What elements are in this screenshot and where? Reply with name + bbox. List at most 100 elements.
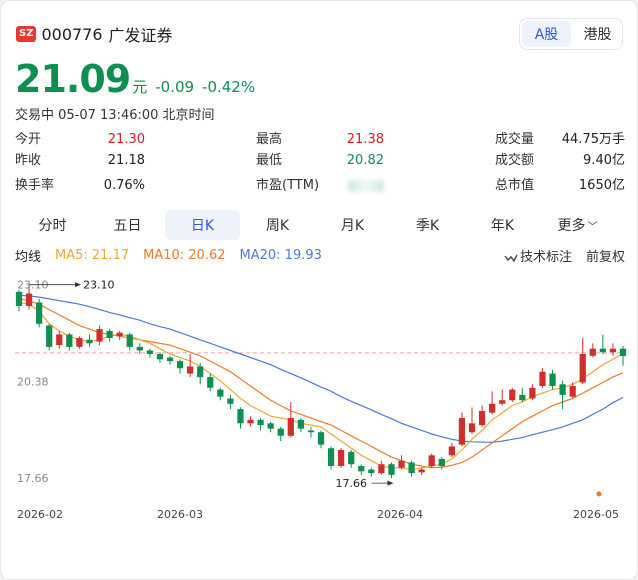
candle-body xyxy=(388,464,395,475)
candle-down xyxy=(327,446,335,470)
stat-label: 市盈(TTM) xyxy=(256,178,320,193)
candle-body xyxy=(76,338,83,347)
stock-header: SZ 000776 广发证券 xyxy=(16,23,173,45)
candle-body xyxy=(509,389,516,401)
exchange-badge: SZ xyxy=(16,26,37,42)
candle-down xyxy=(388,462,395,479)
y-tick-label: 20.38 xyxy=(17,375,49,388)
stat-pe: 市盈(TTM) xyxy=(256,176,384,196)
candlestick-chart[interactable]: 23.10 20.38 17.66 2026-02 2026-03 2026-04 2026… xyxy=(1,266,637,526)
adjust-toggle[interactable]: 前复权 xyxy=(585,250,625,265)
candle-body xyxy=(489,403,496,413)
tab-a-share[interactable]: A股 xyxy=(522,21,571,47)
candle-up xyxy=(187,354,194,378)
candle-down xyxy=(549,370,556,390)
period-tabs: 分时 五日 日K 周K 月K 季K 年K 更多 ﹀ xyxy=(15,210,627,240)
candle-down xyxy=(619,345,627,366)
tab-quarterly-k[interactable]: 季K xyxy=(415,218,440,234)
candle-body xyxy=(126,334,133,347)
tab-five-day[interactable]: 五日 xyxy=(113,218,142,234)
candle-down xyxy=(217,387,224,401)
candle-body xyxy=(106,330,113,338)
stat-market-cap: 总市值 1650亿 xyxy=(495,176,625,196)
candle-body xyxy=(478,410,486,426)
stat-value: 21.18 xyxy=(107,153,145,168)
stat-label: 最高 xyxy=(256,132,283,147)
stat-value: 9.40亿 xyxy=(583,153,625,168)
candle-up xyxy=(609,343,617,356)
candle-up xyxy=(338,448,345,468)
candle-body xyxy=(25,293,33,306)
candle-up xyxy=(398,455,405,470)
candle-down xyxy=(237,407,244,429)
candle-up xyxy=(287,402,294,438)
candle-up xyxy=(428,453,435,468)
candle-body xyxy=(297,419,304,429)
candle-up xyxy=(378,460,385,475)
tech-label: 技术标注 xyxy=(519,250,572,265)
candle-up xyxy=(499,389,506,406)
candle-body xyxy=(619,348,627,357)
stat-low: 最低 20.82 xyxy=(256,151,384,171)
stat-value: 44.75万手 xyxy=(561,132,625,147)
candle-body xyxy=(539,371,546,386)
candle-body xyxy=(287,418,294,436)
tab-intraday[interactable]: 分时 xyxy=(38,218,67,234)
candle-body xyxy=(358,466,365,472)
candle-down xyxy=(348,450,355,468)
price-change-pct: -0.42% xyxy=(202,78,256,96)
price-change: -0.09 xyxy=(155,78,195,96)
candle-up xyxy=(489,391,496,415)
candle-body xyxy=(398,460,405,468)
tab-more[interactable]: 更多 ﹀ xyxy=(540,210,615,240)
candle-down xyxy=(197,362,204,385)
pe-value-blurred xyxy=(348,176,384,196)
candle-down xyxy=(297,418,304,433)
candle-body xyxy=(96,329,103,342)
tab-monthly-k[interactable]: 月K xyxy=(340,218,365,234)
candle-up xyxy=(468,407,476,434)
x-date-label: 2026-03 xyxy=(157,508,203,521)
tab-daily-k[interactable]: 日K xyxy=(165,210,240,240)
candle-up xyxy=(448,442,455,458)
candle-up xyxy=(509,387,516,402)
tab-weekly-k[interactable]: 周K xyxy=(265,218,290,234)
market-switch: A股 港股 xyxy=(519,18,623,50)
trend-icon xyxy=(504,254,518,262)
candle-body xyxy=(257,419,264,426)
candle-body xyxy=(146,350,153,354)
candle-down xyxy=(267,421,274,433)
candle-body xyxy=(277,428,284,436)
candle-down xyxy=(66,332,73,351)
current-price: 21.09 xyxy=(15,57,131,101)
candle-body xyxy=(15,291,23,306)
candle-down xyxy=(176,359,184,374)
tab-yearly-k[interactable]: 年K xyxy=(490,218,515,234)
price-row: 21.09 元 -0.09 -0.42% xyxy=(15,57,255,101)
candle-up xyxy=(478,405,486,427)
candle-down xyxy=(408,460,415,477)
candle-down xyxy=(317,430,325,449)
stock-code: 000776 xyxy=(41,24,103,44)
candle-down xyxy=(277,426,284,442)
min-marker-arrow xyxy=(387,480,394,486)
stat-value: 21.30 xyxy=(107,132,145,147)
candle-body xyxy=(56,334,63,346)
stat-label: 总市值 xyxy=(495,178,535,193)
candle-down xyxy=(136,343,143,354)
tech-annotation-toggle[interactable]: 技术标注 xyxy=(504,246,572,265)
tab-hk-share[interactable]: 港股 xyxy=(583,27,612,43)
stat-value: 21.38 xyxy=(346,132,384,147)
candle-body xyxy=(428,455,435,466)
candle-body xyxy=(136,346,143,351)
candle-up xyxy=(96,325,103,346)
candle-body xyxy=(348,451,355,465)
trading-status: 交易中 05-07 13:46:00 北京时间 xyxy=(15,108,215,123)
candle-down xyxy=(15,290,23,312)
candle-body xyxy=(559,384,566,395)
candle-body xyxy=(317,432,325,445)
candle-body xyxy=(418,469,425,473)
candle-body xyxy=(227,398,234,404)
candle-body xyxy=(187,366,194,374)
candle-up xyxy=(247,416,254,427)
